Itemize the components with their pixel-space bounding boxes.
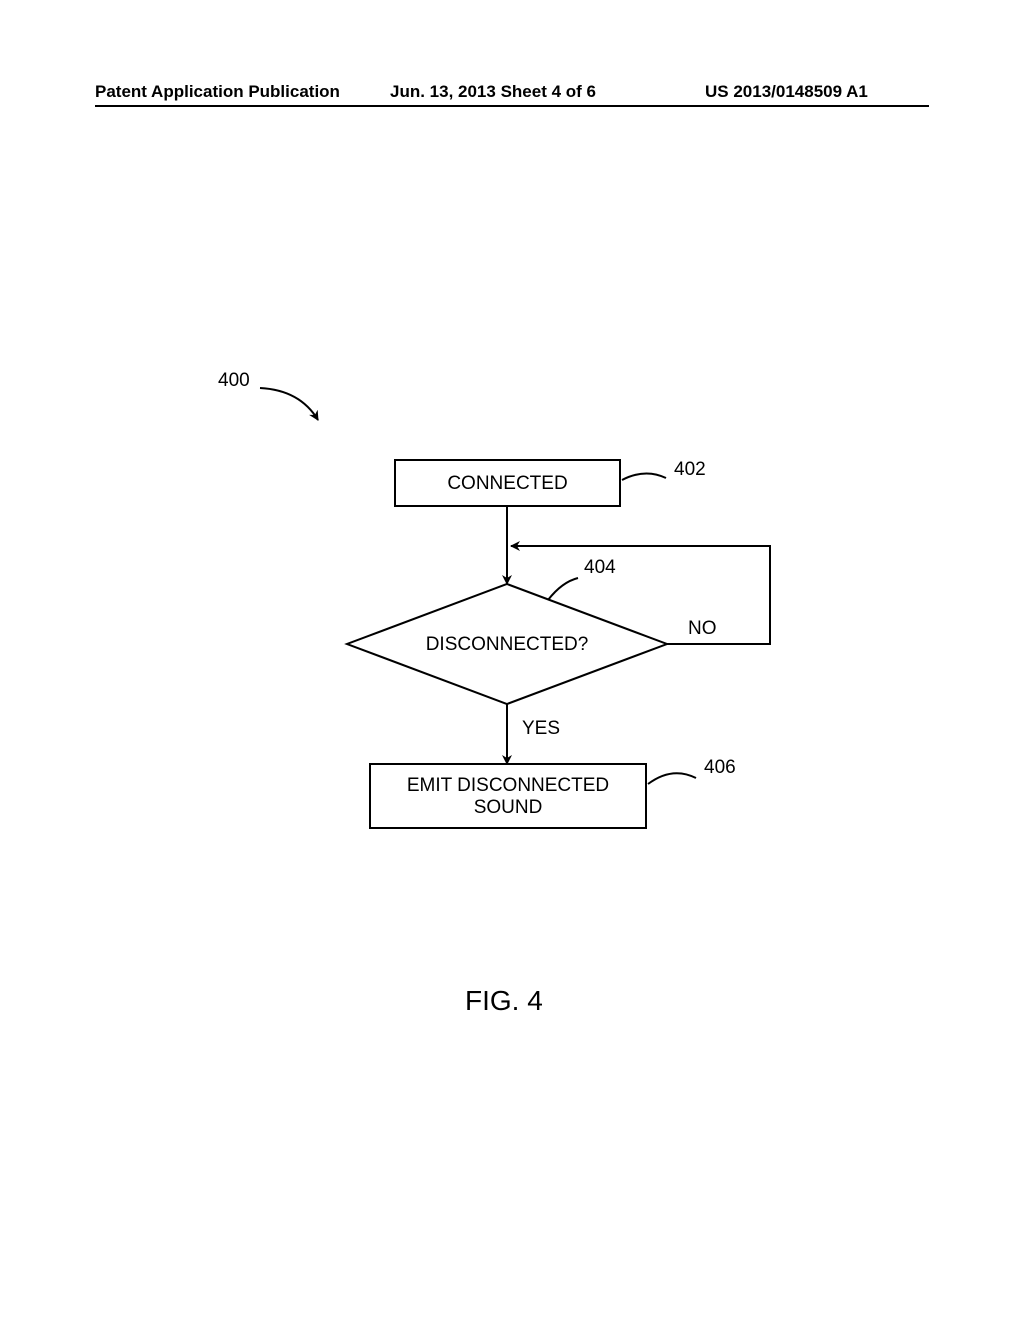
svg-text:DISCONNECTED?: DISCONNECTED? bbox=[426, 634, 589, 655]
flowchart-figure: 400 CONNECTED 402 DISCONNECTED? 404 EMIT DISC… bbox=[0, 360, 1024, 960]
svg-text:NO: NO bbox=[688, 618, 717, 639]
svg-text:406: 406 bbox=[704, 757, 736, 778]
svg-text:CONNECTED: CONNECTED bbox=[447, 473, 567, 494]
svg-text:402: 402 bbox=[674, 459, 706, 480]
svg-text:400: 400 bbox=[218, 370, 250, 391]
header-left: Patent Application Publication bbox=[95, 82, 340, 102]
svg-text:EMIT DISCONNECTED: EMIT DISCONNECTED bbox=[407, 775, 609, 796]
header-center: Jun. 13, 2013 Sheet 4 of 6 bbox=[390, 82, 596, 102]
svg-text:YES: YES bbox=[522, 718, 560, 739]
header-rule bbox=[95, 105, 929, 107]
svg-text:SOUND: SOUND bbox=[474, 797, 543, 818]
figure-caption: FIG. 4 bbox=[465, 985, 543, 1017]
svg-text:404: 404 bbox=[584, 557, 616, 578]
header-right: US 2013/0148509 A1 bbox=[705, 82, 868, 102]
